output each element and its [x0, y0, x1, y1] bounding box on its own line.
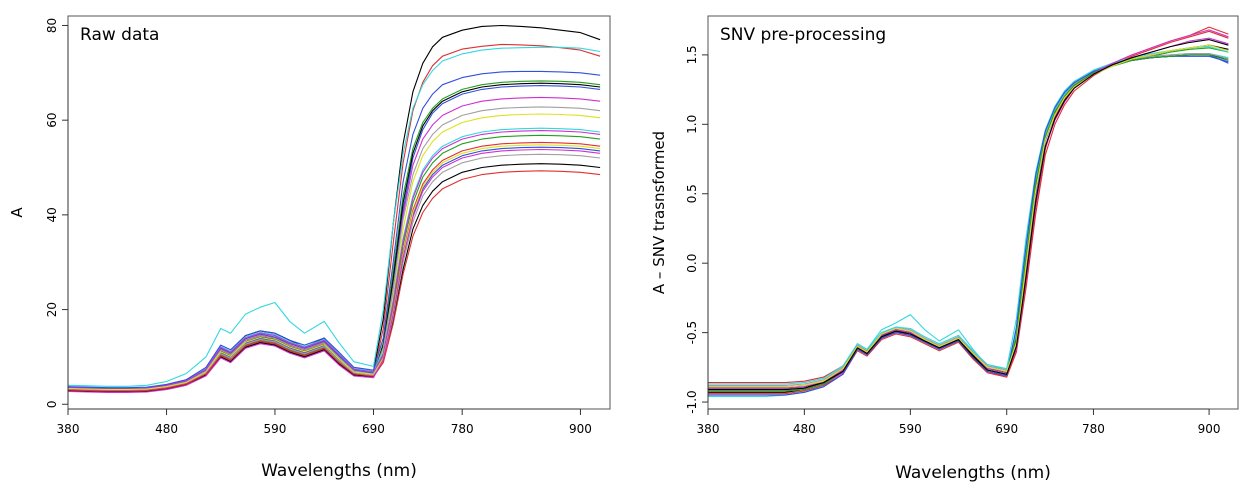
snv-y-axis-title: A – SNV trasnsformed: [650, 131, 668, 294]
x-tick-label: 780: [1082, 422, 1105, 436]
spectrum-line-8: [708, 30, 1229, 395]
spectrum-line-2: [67, 46, 601, 387]
y-tick-label: 0.5: [685, 184, 699, 203]
spectrum-line-0: [708, 54, 1229, 393]
x-tick-label: 380: [57, 422, 80, 436]
spectrum-line-18: [67, 70, 601, 389]
raw-data-panel: 380 480 590 690 780 900 0 20 40 60 80 Raw data Wa…: [8, 15, 611, 481]
y-tick-label: 60: [45, 113, 59, 128]
y-tick-label: -0.5: [685, 321, 699, 344]
spectrum-line-9: [708, 46, 1229, 385]
x-tick-label: 480: [793, 422, 816, 436]
raw-data-title: Raw data: [80, 25, 159, 45]
spectrum-line-11: [708, 29, 1229, 389]
x-tick-label: 590: [263, 422, 286, 436]
snv-series-group: [708, 26, 1229, 398]
spectrum-line-0: [67, 24, 601, 389]
x-tick-label: 590: [899, 422, 922, 436]
spectrum-line-7: [708, 52, 1229, 386]
raw-data-x-axis: 380 480 590 690 780 900: [57, 408, 592, 436]
spectrum-line-1: [708, 26, 1229, 384]
spectrum-line-4: [708, 54, 1229, 388]
snv-x-axis: 380 480 590 690 780 900: [697, 408, 1221, 436]
raw-data-series-group: [67, 24, 601, 393]
raw-data-plot-frame: [67, 15, 611, 410]
spectrum-line-13: [708, 44, 1229, 388]
spectrum-line-17: [67, 170, 601, 392]
x-tick-label: 780: [451, 422, 474, 436]
x-tick-label: 900: [569, 422, 592, 436]
snv-panel: 380 480 590 690 780 900 -1.0-0.50.00.51.01.5 …: [650, 15, 1239, 483]
snv-x-axis-title: Wavelengths (nm): [895, 463, 1051, 483]
y-tick-label: 40: [45, 207, 59, 222]
x-tick-label: 380: [697, 422, 720, 436]
y-tick-label: -1.0: [685, 390, 699, 413]
snv-y-axis: -1.0 -0.5 0.0 0.5 1.0 1.5: [685, 45, 709, 414]
y-tick-label: 0.0: [685, 254, 699, 273]
spectrum-line-12: [708, 54, 1229, 392]
y-tick-label: 1.0: [685, 115, 699, 134]
spectrum-line-15: [67, 144, 601, 391]
spectrum-line-1: [67, 43, 601, 390]
x-tick-label: 690: [362, 422, 385, 436]
spectrum-line-3: [708, 47, 1229, 391]
raw-data-y-axis-title: A: [8, 207, 26, 218]
spectrum-line-13: [67, 130, 601, 390]
spectrum-line-19: [67, 148, 601, 393]
raw-data-x-axis-title: Wavelengths (nm): [261, 461, 417, 481]
y-tick-label: 0: [45, 400, 59, 408]
spectrum-line-6: [708, 44, 1229, 389]
x-tick-label: 480: [155, 422, 178, 436]
raw-data-y-axis: 0 20 40 60 80: [45, 18, 69, 408]
y-tick-label: 80: [45, 18, 59, 33]
spectrum-line-14: [708, 39, 1229, 391]
spectrum-line-5: [708, 37, 1229, 392]
y-tick-label: 1.5: [685, 45, 699, 64]
x-tick-label: 690: [995, 422, 1018, 436]
y-tick-label: 20: [45, 302, 59, 317]
x-tick-label: 900: [1198, 422, 1221, 436]
snv-title: SNV pre-processing: [720, 25, 886, 45]
spectrum-line-10: [708, 55, 1229, 396]
spectrum-line-3: [67, 80, 601, 391]
